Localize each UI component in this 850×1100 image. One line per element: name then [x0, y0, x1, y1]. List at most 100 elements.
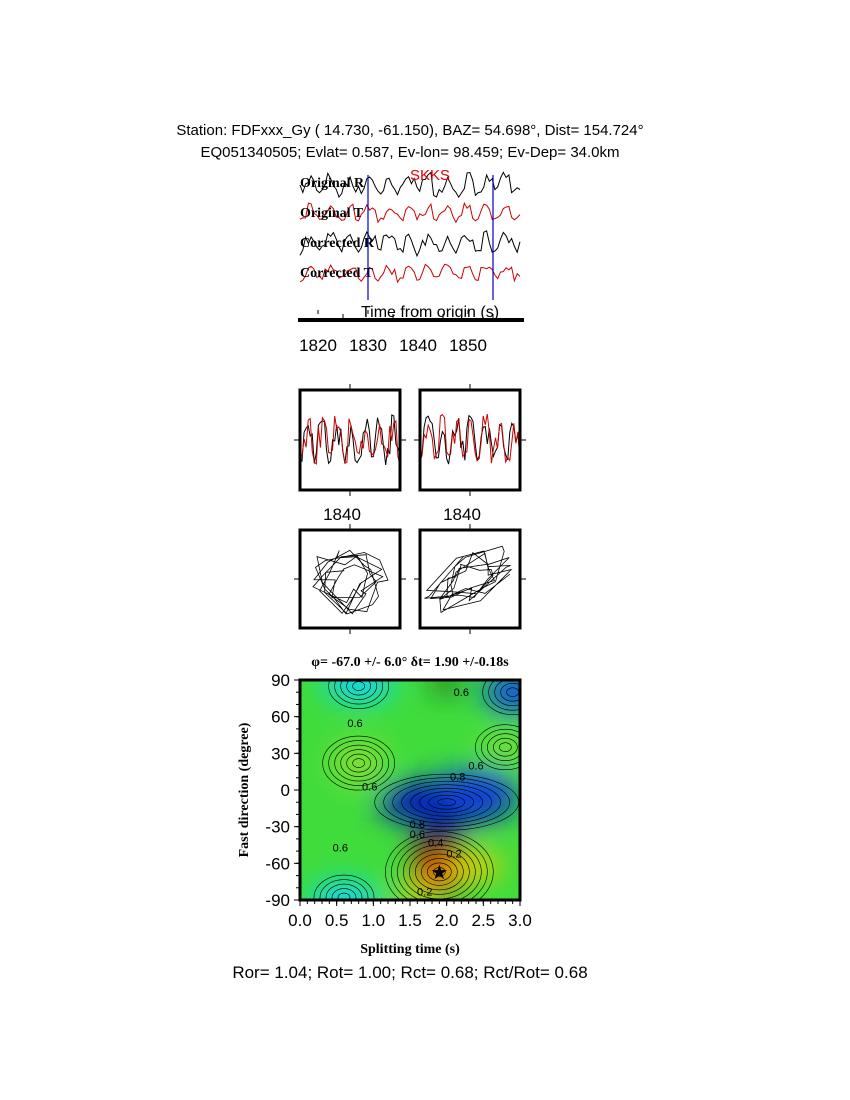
contour-line: [328, 740, 389, 786]
event-info: EQ051340505; Evlat= 0.587, Ev-lon= 98.45…: [200, 144, 619, 161]
correlation-summary: Ror= 1.04; Rot= 1.00; Rct= 0.68; Rct/Rot…: [232, 963, 587, 982]
y-tick-label: 60: [271, 708, 290, 727]
trace-label-corrected-t: Corrected T: [300, 266, 374, 281]
contour-line: [313, 874, 375, 900]
contour-line: [494, 680, 520, 707]
contour-line: [340, 680, 377, 700]
contour-line: [385, 831, 494, 900]
y-axis-label: Fast direction (degree): [237, 722, 252, 857]
contour-line: [427, 862, 452, 882]
trace-corrected-r: [299, 230, 521, 258]
contour-line: [337, 892, 351, 900]
seismogram-traces: [299, 171, 521, 284]
contour-line: [401, 784, 492, 821]
contour-line: [487, 733, 520, 762]
waveform-line: [300, 414, 400, 465]
contour-color-region: [323, 680, 394, 703]
contour-line: [415, 853, 464, 891]
contour-color-region: [309, 882, 379, 900]
contour-line: [428, 794, 465, 810]
contour-label: 0.6: [410, 829, 425, 841]
corrected-particle-motion: [424, 545, 513, 614]
contour-label: 0.2: [446, 849, 461, 861]
contour-label: 0.8: [410, 819, 425, 831]
contour-line: [410, 787, 483, 817]
original-particle-motion: [312, 549, 389, 615]
contour-line: [322, 735, 395, 791]
contour-line: [433, 867, 446, 877]
contour-line: [419, 791, 474, 814]
contour-line: [488, 680, 520, 711]
contour-color-region: [428, 680, 465, 693]
contour-color-region: [415, 827, 464, 856]
contour-label: 0.2: [417, 886, 432, 898]
contour-ticks: 90 60 30 0 -30 -60 -900.0 0.5 1.0 1.5 2.0 2.5 3.0: [265, 671, 531, 930]
original-waveform-overlay: [300, 414, 400, 466]
trace-original-t: [299, 201, 521, 224]
contour-line: [331, 888, 357, 900]
waveform-line: [420, 413, 520, 464]
contour-label: 0.4: [428, 838, 443, 850]
trace-label-corrected-r: Corrected R: [300, 236, 375, 251]
y-tick-label: 0: [281, 781, 290, 800]
contour-color-region: [484, 680, 520, 715]
contour-color-region: [436, 770, 516, 810]
x-tick-label: 2.5: [472, 911, 496, 930]
station-info: Station: FDFxxx_Gy ( 14.730, -61.150), B…: [176, 122, 643, 139]
contour-line: [500, 682, 520, 702]
y-tick-label: -90: [265, 891, 290, 910]
contour-line: [334, 680, 383, 705]
x-tick-label: 1.0: [362, 911, 386, 930]
x-tick-label: 2.0: [435, 911, 459, 930]
contour-line: [334, 744, 383, 782]
trace-original-r: [299, 171, 521, 199]
contour-map: 0.60.60.60.60.60.80.80.60.40.20.2: [300, 680, 520, 900]
contour-line: [397, 840, 482, 900]
contour-line: [482, 680, 520, 716]
contour-label: 0.6: [468, 761, 483, 773]
contour-line: [392, 780, 501, 824]
trace-label-original-t: Original T: [300, 206, 364, 221]
contour-line: [352, 758, 365, 768]
waveform-line: [300, 415, 400, 466]
contour-line: [340, 749, 377, 777]
x-tick-label: 0.0: [288, 911, 312, 930]
time-axis-ticks: [317, 310, 494, 318]
contour-line: [346, 753, 371, 773]
trace-corrected-t: [299, 263, 521, 284]
contour-line: [319, 879, 369, 900]
corrected-waveform-overlay: [420, 413, 520, 465]
time-tick-1850: 1850: [449, 336, 487, 355]
contour-label: 0.6: [362, 781, 377, 793]
contour-line: [352, 681, 365, 691]
particle-motion-path: [312, 549, 389, 615]
contour-label: 0.6: [454, 687, 469, 699]
contour-label: 0.6: [347, 718, 362, 730]
contour-line: [409, 849, 470, 895]
contour-line: [475, 724, 520, 771]
contour-line: [325, 883, 363, 900]
panel-tick-left: 1840: [323, 505, 361, 524]
y-tick-label: 30: [271, 744, 290, 763]
contour-label: 0.6: [333, 842, 348, 854]
contour-label: 0.8: [450, 772, 465, 784]
trace-label-original-r: Original R: [300, 176, 365, 191]
phase-label: SKKS: [410, 167, 450, 184]
x-tick-label: 0.5: [325, 911, 349, 930]
contour-line: [499, 742, 512, 753]
y-tick-label: 90: [271, 671, 290, 690]
y-tick-label: -60: [265, 854, 290, 873]
panel-frame: [418, 388, 522, 492]
contour-line: [481, 728, 520, 766]
time-tick-1840: 1840: [399, 336, 437, 355]
x-tick-label: 1.5: [398, 911, 422, 930]
contour-title: φ= -67.0 +/- 6.0° δt= 1.90 +/-0.18s: [311, 655, 509, 670]
contour-color-region: [480, 733, 520, 762]
contour-line: [391, 835, 488, 900]
contour-line: [421, 858, 458, 886]
x-axis-label: Splitting time (s): [360, 942, 460, 957]
time-axis-label: Time from origin (s): [361, 304, 499, 321]
x-tick-label: 3.0: [508, 911, 532, 930]
contour-color-region: [330, 739, 387, 788]
